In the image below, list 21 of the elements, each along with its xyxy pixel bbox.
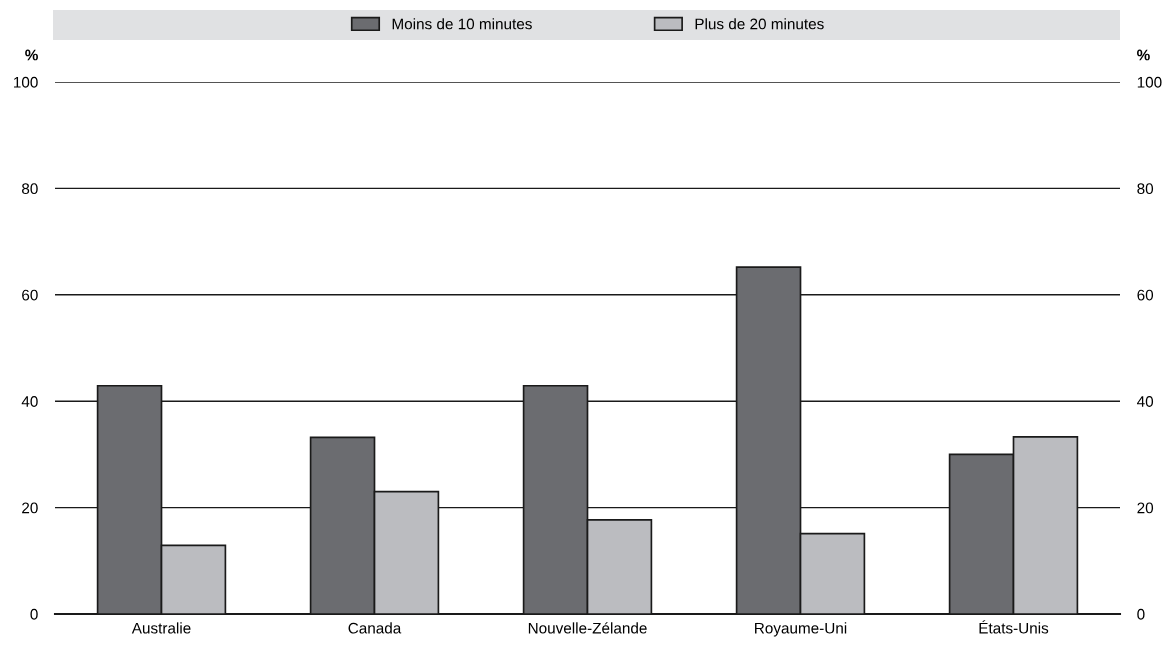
y-tick-label: 40 [21, 396, 38, 407]
x-tick-label: Canada [348, 622, 402, 634]
y-axis-title: % [25, 49, 38, 61]
y2-axis-title: % [1137, 49, 1150, 61]
y2-tick-label: 0 [1137, 608, 1145, 620]
x-tick-label: Royaume-Uni [755, 622, 847, 637]
y-tick-label: 20 [22, 502, 38, 514]
y-tick-label: 0 [30, 608, 38, 620]
y2-tick-label: 100 [1137, 76, 1162, 88]
y2-tick-label: 60 [1137, 289, 1154, 301]
x-tick-label: Australie [131, 622, 191, 634]
y-tick-label: 60 [22, 289, 38, 301]
y2-tick-label: 80 [1137, 183, 1154, 195]
y-tick-label: 80 [22, 183, 38, 195]
y-tick-label: 100 [14, 76, 38, 88]
legend-label: Plus de 20 minutes [695, 18, 824, 30]
y2-tick-label: 20 [1137, 502, 1154, 514]
x-tick-label: Nouvelle-Zélande [528, 622, 647, 634]
x-tick-label: États-Unis [979, 620, 1049, 634]
y2-tick-label: 40 [1137, 396, 1154, 407]
legend-label: Moins de 10 minutes [392, 18, 532, 30]
